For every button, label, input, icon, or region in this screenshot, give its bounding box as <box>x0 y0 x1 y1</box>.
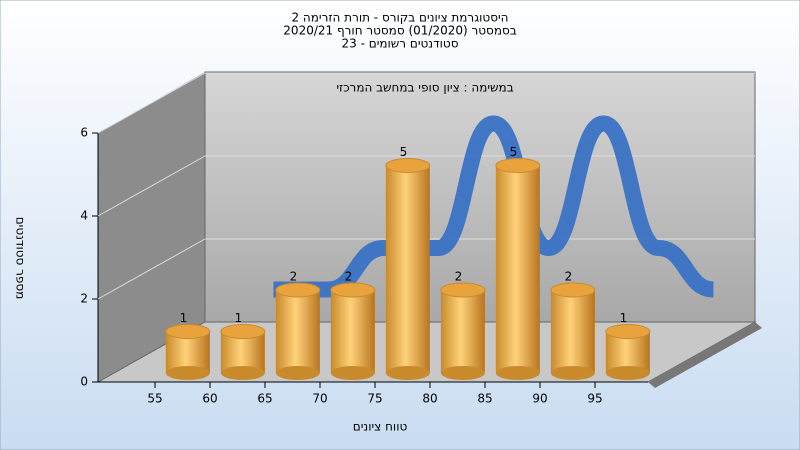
value-label: 2 <box>290 270 298 284</box>
bar-base <box>440 366 485 380</box>
value-label: 1 <box>620 311 628 325</box>
value-label: 1 <box>180 311 188 325</box>
bar-base <box>330 366 375 380</box>
bar <box>330 290 375 373</box>
bar <box>440 290 485 373</box>
chart-title: בסמסטר (01/2020) סמסטר חורף 2020/21 <box>283 24 516 38</box>
value-label: 1 <box>235 311 243 325</box>
x-tick-label: 55 <box>147 392 162 406</box>
bar-cap <box>220 324 266 339</box>
bar-base <box>605 366 650 380</box>
x-tick-label: 70 <box>312 392 327 406</box>
y-tick-label: 4 <box>80 209 88 223</box>
value-label: 2 <box>345 270 353 284</box>
bar-cap <box>330 282 376 298</box>
x-tick-label: 80 <box>422 392 437 406</box>
x-tick-label: 60 <box>202 392 217 406</box>
chart-title: סטודנטים רשומים - 23 <box>341 37 458 51</box>
bar-base <box>220 366 265 380</box>
grid-line <box>97 72 206 134</box>
x-tick-label: 90 <box>532 392 547 406</box>
bar-cap <box>550 282 596 298</box>
bar-cap <box>440 282 486 298</box>
floor-edge <box>648 322 762 388</box>
x-tick-label: 85 <box>477 392 492 406</box>
value-label: 5 <box>400 145 408 159</box>
bar-cap <box>275 282 321 298</box>
bar-base <box>550 366 595 380</box>
side-wall <box>98 72 205 382</box>
chart-title: היסטוגרמת ציונים בקורס - תורת הזרימה 2 <box>291 11 508 25</box>
y-axis-label: מספר סטודנטים <box>14 217 28 300</box>
y-tick-label: 2 <box>80 292 88 306</box>
y-tick-label: 6 <box>80 126 88 140</box>
bar <box>275 290 320 373</box>
x-axis-label: טווח ציונים <box>353 420 408 434</box>
bar-base <box>275 366 320 380</box>
bar <box>495 165 540 373</box>
bar-base <box>385 366 430 380</box>
subtitle: במשימה : ציון סופי במחשב המרכזי <box>336 81 513 95</box>
x-tick-label: 95 <box>587 392 602 406</box>
bar-base <box>495 366 540 380</box>
bar-cap <box>495 158 541 173</box>
bar-cap <box>165 324 211 339</box>
grid-line <box>97 238 206 300</box>
value-label: 2 <box>565 270 573 284</box>
value-label: 5 <box>510 145 518 159</box>
bar-base <box>165 366 210 380</box>
bar <box>385 165 430 373</box>
x-tick-label: 75 <box>367 392 382 406</box>
grid-line <box>97 155 206 217</box>
bar-cap <box>605 324 651 339</box>
x-tick-label: 65 <box>257 392 272 406</box>
bar <box>550 290 595 373</box>
value-label: 2 <box>455 270 463 284</box>
bar-cap <box>385 158 431 173</box>
y-tick-label: 0 <box>80 375 88 389</box>
